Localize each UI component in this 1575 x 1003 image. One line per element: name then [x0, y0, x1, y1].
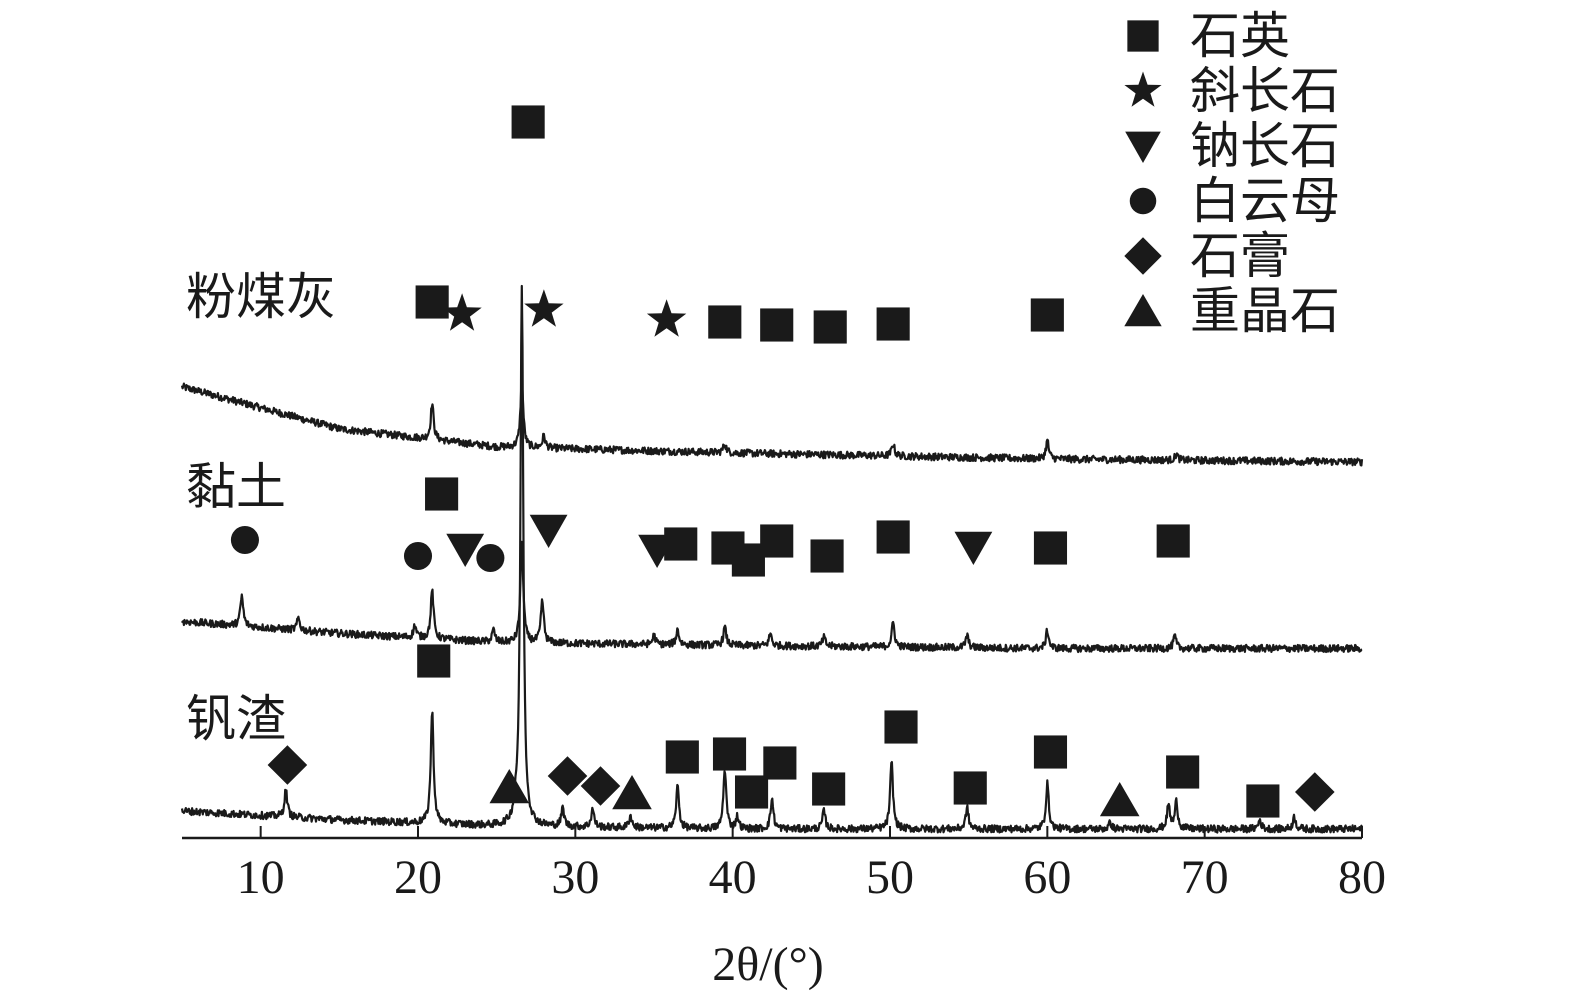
quartz-marker	[665, 740, 699, 774]
quartz-marker	[708, 305, 742, 339]
quartz-marker	[1246, 784, 1280, 818]
quartz-marker	[664, 527, 698, 561]
albite-marker	[529, 514, 568, 548]
gypsum-marker	[547, 756, 588, 796]
x-tick-label: 60	[1023, 851, 1071, 904]
series-curve-2	[181, 540, 1363, 654]
quartz-marker	[760, 308, 794, 342]
series-label: 粉煤灰	[186, 268, 336, 326]
quartz-marker	[810, 539, 844, 573]
legend-label: 钠长石	[1190, 117, 1340, 175]
quartz-marker	[1033, 531, 1068, 565]
legend-label: 石膏	[1190, 227, 1290, 285]
quartz-marker	[876, 520, 910, 554]
quartz-marker	[1033, 735, 1068, 769]
barite-marker	[1099, 782, 1140, 817]
quartz-legend-marker	[1127, 20, 1159, 52]
muscovite-legend-marker	[1129, 187, 1157, 215]
quartz-marker	[876, 307, 910, 341]
plagioclase-marker	[646, 299, 687, 337]
plagioclase-marker	[524, 289, 564, 327]
gypsum-legend-marker	[1124, 237, 1162, 275]
barite-marker	[612, 775, 652, 810]
gypsum-marker	[580, 766, 621, 806]
quartz-marker	[760, 524, 794, 558]
albite-legend-marker	[1125, 131, 1161, 163]
x-axis-ticks: 10 20 30 40 50 60 70 80	[237, 826, 1386, 904]
quartz-marker	[813, 310, 847, 344]
series-label: 钒渣	[186, 690, 286, 748]
legend-item: 石英	[1127, 7, 1290, 65]
gypsum-marker	[267, 745, 308, 785]
legend-item: 石膏	[1124, 227, 1290, 285]
quartz-marker	[1166, 755, 1200, 789]
albite-marker	[446, 533, 485, 567]
x-axis-title: 2θ/(°)	[712, 938, 824, 991]
legend-label: 重晶石	[1190, 282, 1340, 340]
gypsum-marker	[1295, 772, 1335, 812]
legend-item: 斜长石	[1124, 62, 1340, 120]
quartz-marker	[763, 746, 797, 780]
diffraction-curves	[180, 284, 1364, 834]
plagioclase-legend-marker	[1124, 71, 1162, 107]
quartz-marker	[812, 772, 846, 806]
quartz-marker	[712, 737, 747, 771]
series-curve-1	[180, 378, 1364, 467]
quartz-marker	[511, 105, 545, 139]
legend-label: 白云母	[1190, 172, 1340, 230]
legend-label: 石英	[1190, 7, 1290, 65]
barite-legend-marker	[1124, 294, 1162, 327]
quartz-marker	[1030, 298, 1064, 332]
plagioclase-marker	[442, 293, 482, 331]
quartz-marker	[417, 644, 451, 678]
muscovite-marker	[403, 541, 433, 571]
quartz-marker	[953, 771, 987, 805]
legend-item: 钠长石	[1125, 117, 1340, 175]
legend-item: 白云母	[1129, 172, 1340, 230]
x-tick-label: 20	[394, 851, 442, 904]
phase-markers	[230, 105, 1335, 818]
x-tick-label: 50	[866, 851, 914, 904]
x-tick-label: 10	[237, 851, 285, 904]
quartz-marker	[425, 477, 459, 511]
legend-label: 斜长石	[1190, 62, 1340, 120]
muscovite-marker	[230, 525, 259, 555]
albite-marker	[954, 531, 993, 565]
quartz-marker	[1156, 524, 1190, 558]
barite-marker	[489, 769, 530, 804]
x-tick-label: 70	[1181, 851, 1229, 904]
quartz-marker	[731, 543, 765, 577]
x-tick-label: 80	[1338, 851, 1386, 904]
series-curve-3	[180, 284, 1364, 834]
legend-item: 重晶石	[1124, 282, 1340, 340]
quartz-marker	[734, 775, 769, 809]
x-tick-label: 40	[709, 851, 757, 904]
series-label: 黏土	[186, 458, 286, 516]
quartz-marker	[884, 710, 918, 744]
muscovite-marker	[476, 543, 505, 573]
quartz-marker	[415, 285, 449, 319]
x-tick-label: 30	[551, 851, 599, 904]
